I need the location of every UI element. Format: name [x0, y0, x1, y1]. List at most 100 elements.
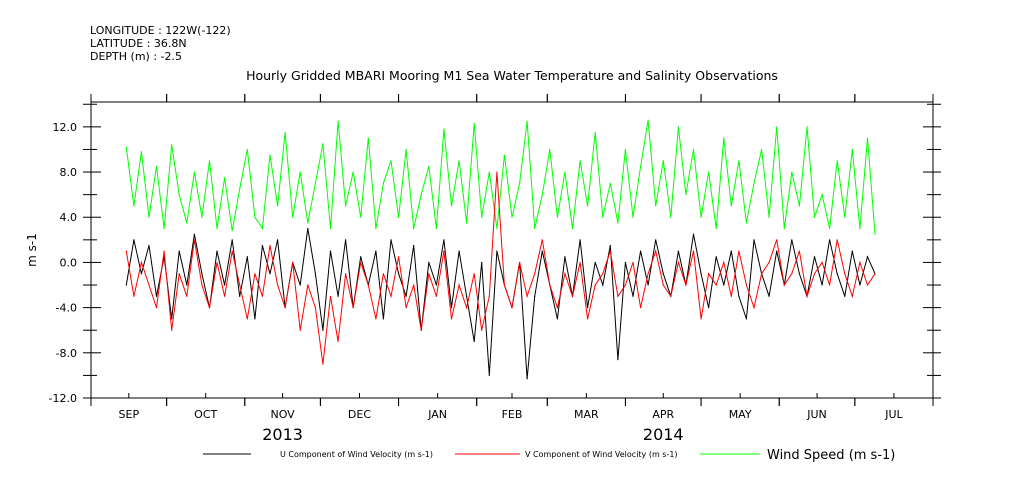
data-point	[874, 233, 876, 235]
data-point	[201, 273, 203, 275]
data-point	[397, 216, 400, 218]
x-tick-label: DEC	[348, 408, 371, 421]
data-point	[700, 273, 702, 275]
data-point	[443, 250, 445, 252]
data-point	[700, 216, 702, 218]
data-point	[594, 131, 596, 134]
data-point	[458, 250, 460, 252]
data-point	[692, 148, 695, 151]
data-point	[821, 261, 823, 264]
data-point	[314, 182, 316, 184]
data-point	[155, 295, 158, 297]
legend-label-u: U Component of Wind Velocity (m s-1)	[280, 450, 433, 459]
data-point	[216, 227, 218, 230]
data-point	[662, 160, 664, 162]
data-point	[798, 250, 800, 252]
data-point	[496, 250, 498, 252]
data-point	[700, 318, 702, 320]
data-point	[178, 250, 180, 252]
x-tick-label: NOV	[270, 408, 295, 421]
y-tick-label: -8.0	[56, 347, 77, 360]
data-point	[526, 295, 528, 297]
legend-label-speed: Wind Speed (m s-1)	[767, 448, 895, 463]
data-point	[466, 295, 468, 297]
data-point	[647, 284, 649, 286]
data-point	[458, 284, 460, 286]
data-point	[708, 273, 710, 275]
data-point	[284, 307, 286, 309]
data-point	[760, 148, 763, 151]
data-point	[428, 273, 430, 275]
data-point	[541, 194, 543, 196]
x-tick-label: FEB	[502, 408, 523, 421]
data-point	[829, 227, 831, 230]
data-point	[813, 273, 816, 275]
data-point	[292, 261, 294, 264]
data-point	[632, 216, 634, 218]
data-point	[345, 239, 347, 241]
data-point	[829, 239, 831, 241]
data-point	[564, 171, 566, 173]
data-point	[352, 307, 354, 309]
data-point	[723, 137, 725, 139]
data-point	[171, 144, 173, 146]
data-point	[609, 182, 611, 184]
data-point	[647, 119, 649, 121]
data-point	[193, 239, 195, 241]
data-point	[670, 216, 672, 218]
data-point	[526, 378, 528, 380]
data-point	[201, 284, 203, 286]
data-point	[322, 143, 324, 145]
data-point	[738, 295, 740, 297]
data-point	[503, 284, 506, 286]
data-point	[602, 284, 604, 286]
data-point	[685, 284, 687, 286]
data-point	[125, 250, 127, 252]
data-point	[806, 126, 808, 128]
data-point	[715, 227, 717, 230]
plot-frame	[90, 101, 934, 399]
data-point	[375, 250, 377, 252]
data-point	[186, 284, 188, 286]
data-point	[473, 273, 475, 275]
data-point	[836, 273, 838, 275]
x-tick-label: JUN	[806, 408, 827, 421]
data-point	[186, 295, 188, 297]
data-point	[670, 295, 672, 297]
data-point	[488, 171, 490, 173]
data-point	[375, 227, 377, 230]
data-point	[193, 171, 195, 173]
data-point	[337, 120, 339, 122]
data-point	[231, 230, 233, 232]
y-tick-label: 8.0	[60, 166, 78, 179]
data-point	[798, 205, 800, 207]
data-point	[261, 227, 264, 230]
data-point	[435, 284, 437, 286]
data-point	[813, 256, 816, 258]
data-point	[791, 239, 793, 241]
data-point	[125, 146, 127, 148]
data-point	[874, 273, 876, 275]
data-point	[791, 273, 793, 275]
data-point	[730, 250, 732, 252]
data-point	[677, 250, 679, 252]
data-point	[239, 188, 241, 190]
data-point	[677, 126, 679, 128]
data-point	[609, 244, 611, 247]
data-point	[647, 273, 649, 275]
data-point	[481, 329, 483, 331]
data-point	[768, 216, 770, 218]
data-point	[382, 182, 385, 184]
data-point	[224, 295, 226, 297]
data-point	[201, 216, 203, 218]
data-point	[587, 205, 589, 207]
data-point	[466, 307, 468, 309]
data-point	[488, 295, 490, 297]
data-point	[367, 137, 369, 139]
data-point	[171, 329, 173, 331]
data-point	[193, 233, 195, 235]
data-point	[526, 120, 528, 122]
data-point	[133, 205, 135, 207]
data-point	[541, 239, 543, 241]
